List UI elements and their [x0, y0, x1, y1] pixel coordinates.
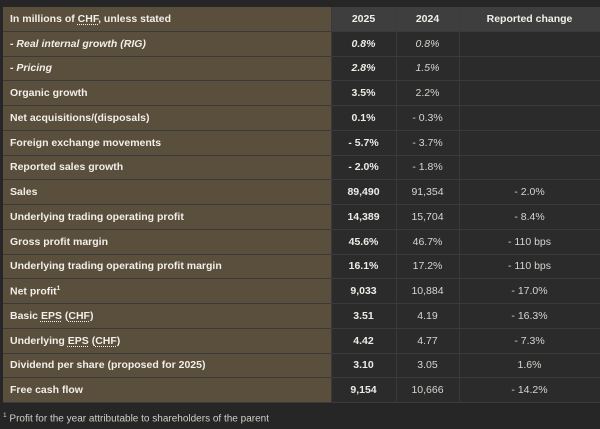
row-label: - Pricing — [3, 56, 332, 82]
row-label-text: Underlying — [10, 334, 68, 347]
table-row: Organic growth 3.5% 2.2% — [3, 80, 600, 106]
table-row: Underlying EPS (CHF) 4.42 4.77 - 7.3% — [3, 328, 600, 354]
value-2025: 9,154 — [331, 377, 397, 403]
row-label: - Real internal growth (RIG) — [3, 31, 332, 57]
value-2025: 14,389 — [331, 204, 397, 230]
value-2024: 1.5% — [396, 56, 460, 82]
value-2024: 15,704 — [396, 204, 460, 230]
table-row: Net profit1 9,033 10,884 - 17.0% — [3, 278, 600, 304]
value-2025: 4.42 — [331, 328, 397, 354]
value-2024: 46.7% — [396, 229, 460, 255]
table-row: Sales 89,490 91,354 - 2.0% — [3, 179, 600, 205]
row-label: Net profit1 — [3, 278, 332, 304]
row-label: Net acquisitions/(disposals) — [3, 105, 332, 131]
value-2025: 9,033 — [331, 278, 397, 304]
value-2025: 3.51 — [331, 303, 397, 329]
row-label-text: ( — [88, 334, 96, 347]
value-2025: 2.8% — [331, 56, 397, 82]
financial-summary-table: In millions of CHF, unless stated 2025 2… — [3, 7, 600, 403]
row-label: Underlying trading operating profit — [3, 204, 332, 230]
row-label: Gross profit margin — [3, 229, 332, 255]
value-change: - 17.0% — [459, 278, 600, 304]
value-2025: 16.1% — [331, 254, 397, 280]
footnote-marker: 1 — [3, 412, 7, 419]
value-2025: 0.1% — [331, 105, 397, 131]
row-label-text: Basic — [10, 309, 41, 322]
value-2024: 10,666 — [396, 377, 460, 403]
header-label: In millions of CHF, unless stated — [3, 7, 332, 32]
value-2024: - 3.7% — [396, 130, 460, 156]
value-change — [459, 56, 600, 82]
row-label: Underlying EPS (CHF) — [3, 328, 332, 354]
table-row: Underlying trading operating profit 14,3… — [3, 204, 600, 230]
value-change — [459, 155, 600, 181]
row-label: Foreign exchange movements — [3, 130, 332, 156]
value-2025: 89,490 — [331, 179, 397, 205]
row-label-text: ) — [89, 309, 94, 322]
eps-abbreviation: EPS — [67, 334, 89, 347]
row-label-text: ) — [116, 334, 121, 347]
value-2024: 17.2% — [396, 254, 460, 280]
table-row: - Real internal growth (RIG) 0.8% 0.8% — [3, 31, 600, 57]
value-2024: 3.05 — [396, 353, 460, 379]
header-label-suffix: , unless stated — [98, 12, 172, 25]
table-row: Reported sales growth - 2.0% - 1.8% — [3, 155, 600, 181]
value-change: - 110 bps — [459, 254, 600, 280]
value-change: 1.6% — [459, 353, 600, 379]
row-label-text: Net profit — [10, 285, 57, 298]
value-2024: 10,884 — [396, 278, 460, 304]
value-change — [459, 31, 600, 57]
value-2024: 4.19 — [396, 303, 460, 329]
value-2024: 4.77 — [396, 328, 460, 354]
value-2025: - 2.0% — [331, 155, 397, 181]
row-label: Underlying trading operating profit marg… — [3, 254, 332, 280]
row-label: Basic EPS (CHF) — [3, 303, 332, 329]
row-label: Reported sales growth — [3, 155, 332, 181]
table-row: Dividend per share (proposed for 2025) 3… — [3, 353, 600, 379]
value-2024: - 0.3% — [396, 105, 460, 131]
chf-abbreviation: CHF — [68, 309, 90, 322]
chf-abbreviation: CHF — [95, 334, 117, 347]
header-reported-change: Reported change — [459, 7, 600, 32]
value-change: - 7.3% — [459, 328, 600, 354]
footnote-text: Profit for the year attributable to shar… — [6, 413, 269, 425]
eps-abbreviation: EPS — [40, 309, 62, 322]
row-label: Free cash flow — [3, 377, 332, 403]
table-row: Gross profit margin 45.6% 46.7% - 110 bp… — [3, 229, 600, 255]
value-2024: 91,354 — [396, 179, 460, 205]
value-change — [459, 105, 600, 131]
value-2025: 45.6% — [331, 229, 397, 255]
table-row: Underlying trading operating profit marg… — [3, 254, 600, 280]
table-footnote: 1 Profit for the year attributable to sh… — [3, 412, 269, 424]
value-change — [459, 80, 600, 106]
value-change: - 14.2% — [459, 377, 600, 403]
value-2025: 3.10 — [331, 353, 397, 379]
value-change: - 2.0% — [459, 179, 600, 205]
table-row: - Pricing 2.8% 1.5% — [3, 56, 600, 82]
table-header-row: In millions of CHF, unless stated 2025 2… — [3, 7, 600, 32]
value-2024: - 1.8% — [396, 155, 460, 181]
table-row: Free cash flow 9,154 10,666 - 14.2% — [3, 377, 600, 403]
header-label-text: In millions of — [10, 12, 78, 25]
header-2024: 2024 — [396, 7, 460, 32]
value-2024: 0.8% — [396, 31, 460, 57]
value-change: - 8.4% — [459, 204, 600, 230]
value-change: - 16.3% — [459, 303, 600, 329]
value-change: - 110 bps — [459, 229, 600, 255]
row-label-text: ( — [61, 309, 69, 322]
row-label: Sales — [3, 179, 332, 205]
table-row: Basic EPS (CHF) 3.51 4.19 - 16.3% — [3, 303, 600, 329]
table-row: Foreign exchange movements - 5.7% - 3.7% — [3, 130, 600, 156]
value-2025: 0.8% — [331, 31, 397, 57]
row-label: Dividend per share (proposed for 2025) — [3, 353, 332, 379]
table-row: Net acquisitions/(disposals) 0.1% - 0.3% — [3, 105, 600, 131]
header-2025: 2025 — [331, 7, 397, 32]
value-2024: 2.2% — [396, 80, 460, 106]
value-2025: 3.5% — [331, 80, 397, 106]
value-2025: - 5.7% — [331, 130, 397, 156]
footnote-marker: 1 — [56, 284, 61, 292]
value-change — [459, 130, 600, 156]
row-label: Organic growth — [3, 80, 332, 106]
chf-abbreviation: CHF — [77, 12, 99, 25]
